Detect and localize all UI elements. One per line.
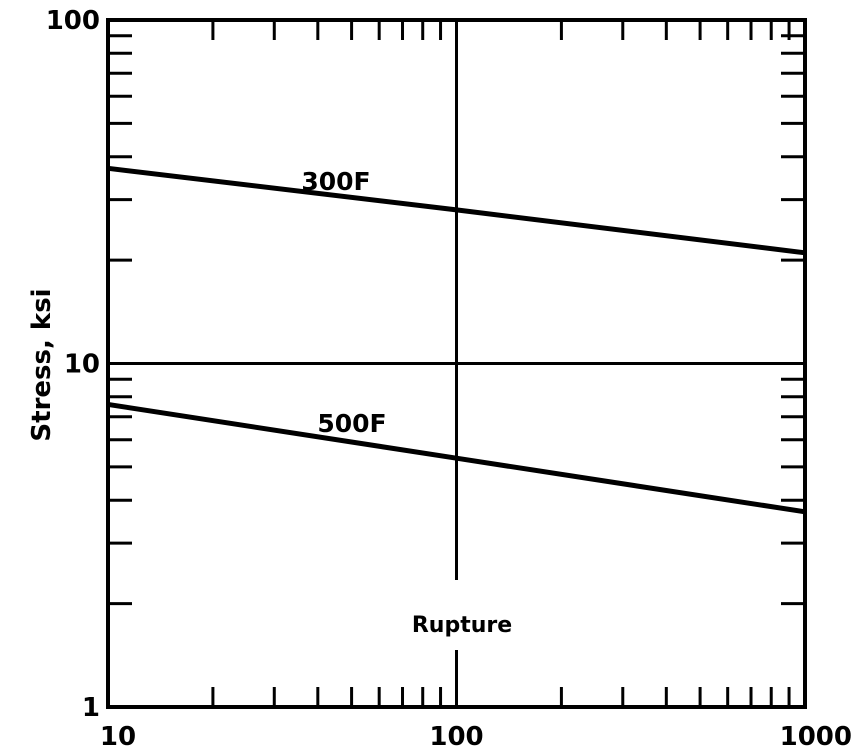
- x-tick-label: 10: [100, 722, 136, 752]
- plot-frame: [106, 18, 807, 709]
- rupture-annotation: Rupture: [412, 613, 512, 638]
- series-label: 500F: [317, 409, 386, 438]
- series-lines: 300F 500F: [107, 165, 806, 515]
- series-line-500F: [107, 401, 806, 515]
- y-tick-label: 1: [82, 693, 100, 723]
- y-tick-label: 100: [46, 6, 100, 36]
- y-tick-label: 10: [64, 350, 100, 380]
- axis-ticks: [108, 20, 805, 707]
- y-axis-label: Stress, ksi: [27, 288, 57, 441]
- series-line-300F: [107, 165, 806, 256]
- x-tick-label: 1000: [780, 722, 852, 752]
- series-label: 300F: [301, 167, 370, 196]
- x-tick-label: 100: [429, 722, 483, 752]
- grid-lines: [108, 20, 805, 707]
